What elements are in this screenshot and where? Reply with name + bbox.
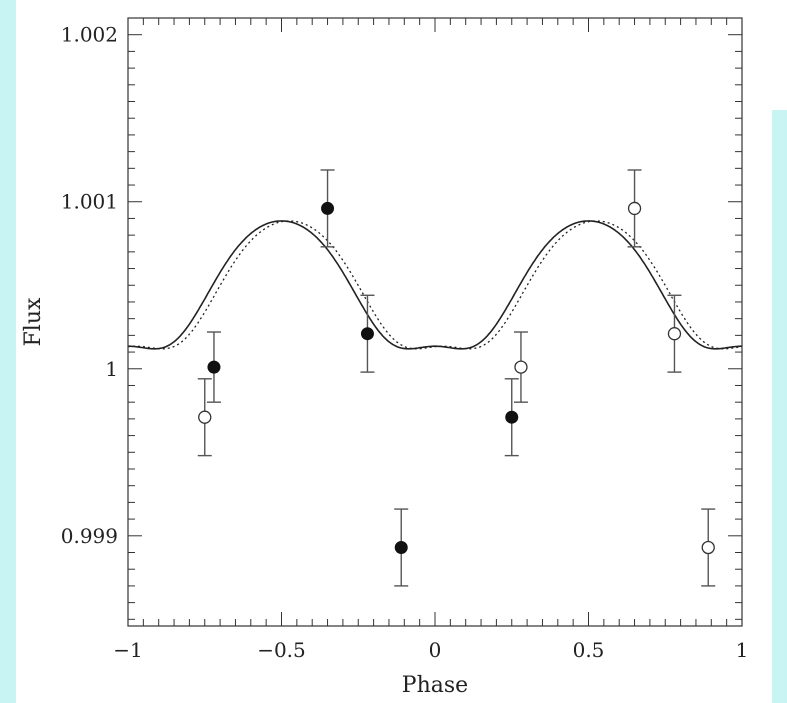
data-point-filled	[360, 327, 374, 341]
data-points	[197, 169, 716, 587]
x-tick-label: 0.5	[573, 638, 605, 662]
left-border-strip	[0, 0, 16, 703]
plot-frame	[127, 17, 743, 627]
x-tick-label: 1	[736, 638, 749, 662]
x-tick-label: −1	[113, 638, 142, 662]
y-tick-label: 1.001	[61, 190, 118, 214]
data-point-filled	[207, 360, 221, 374]
model-curve-solid	[128, 220, 742, 350]
y-tick-labels: 0.999 1 1.001 1.002	[61, 23, 118, 548]
data-point-open	[701, 540, 715, 555]
x-axis-label: Phase	[402, 673, 468, 698]
axis-ticks	[127, 17, 743, 626]
model-curve-dotted	[127, 220, 743, 350]
data-point-filled	[505, 410, 519, 424]
y-tick-label: 1	[105, 357, 118, 381]
model-curves	[127, 220, 743, 350]
data-point-filled	[394, 540, 408, 554]
x-tick-label: 0	[429, 638, 442, 662]
x-tick-labels: −1 −0.5 0 0.5 1	[113, 638, 748, 662]
data-point-open	[667, 327, 682, 341]
x-tick-label: −0.5	[257, 638, 306, 662]
y-tick-label: 1.002	[61, 23, 118, 47]
y-tick-label: 0.999	[61, 524, 118, 548]
data-point-open	[514, 360, 528, 374]
data-point-filled	[321, 201, 335, 215]
y-axis-label: Flux	[21, 297, 46, 346]
right-border-strip	[772, 110, 787, 703]
data-point-open	[198, 410, 212, 424]
data-point-open	[627, 201, 642, 216]
